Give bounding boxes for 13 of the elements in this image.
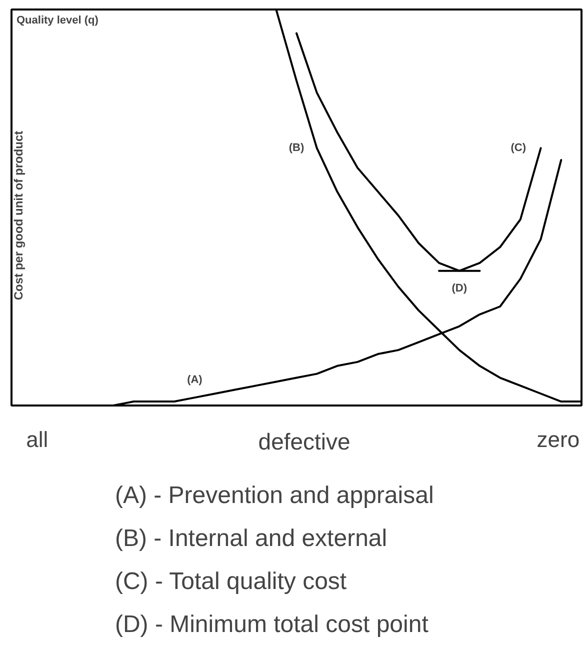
text: (D) - Minimum total cost point	[114, 611, 429, 638]
x-axis-title: defective	[258, 428, 350, 454]
text: all	[26, 427, 48, 452]
text: (C) - Total quality cost	[114, 568, 347, 595]
annotation: Quality level (q)	[16, 14, 99, 26]
series-label: (A)	[187, 374, 203, 386]
text: (A) - Prevention and appraisal	[114, 482, 434, 509]
series-label: (C)	[510, 142, 526, 154]
series-label: (D)	[452, 282, 468, 295]
y-axis-title: Cost per good unit of product	[12, 130, 26, 300]
text: zero	[536, 427, 580, 452]
text: (B) - Internal and external	[114, 525, 388, 552]
series-label: (B)	[288, 142, 304, 154]
